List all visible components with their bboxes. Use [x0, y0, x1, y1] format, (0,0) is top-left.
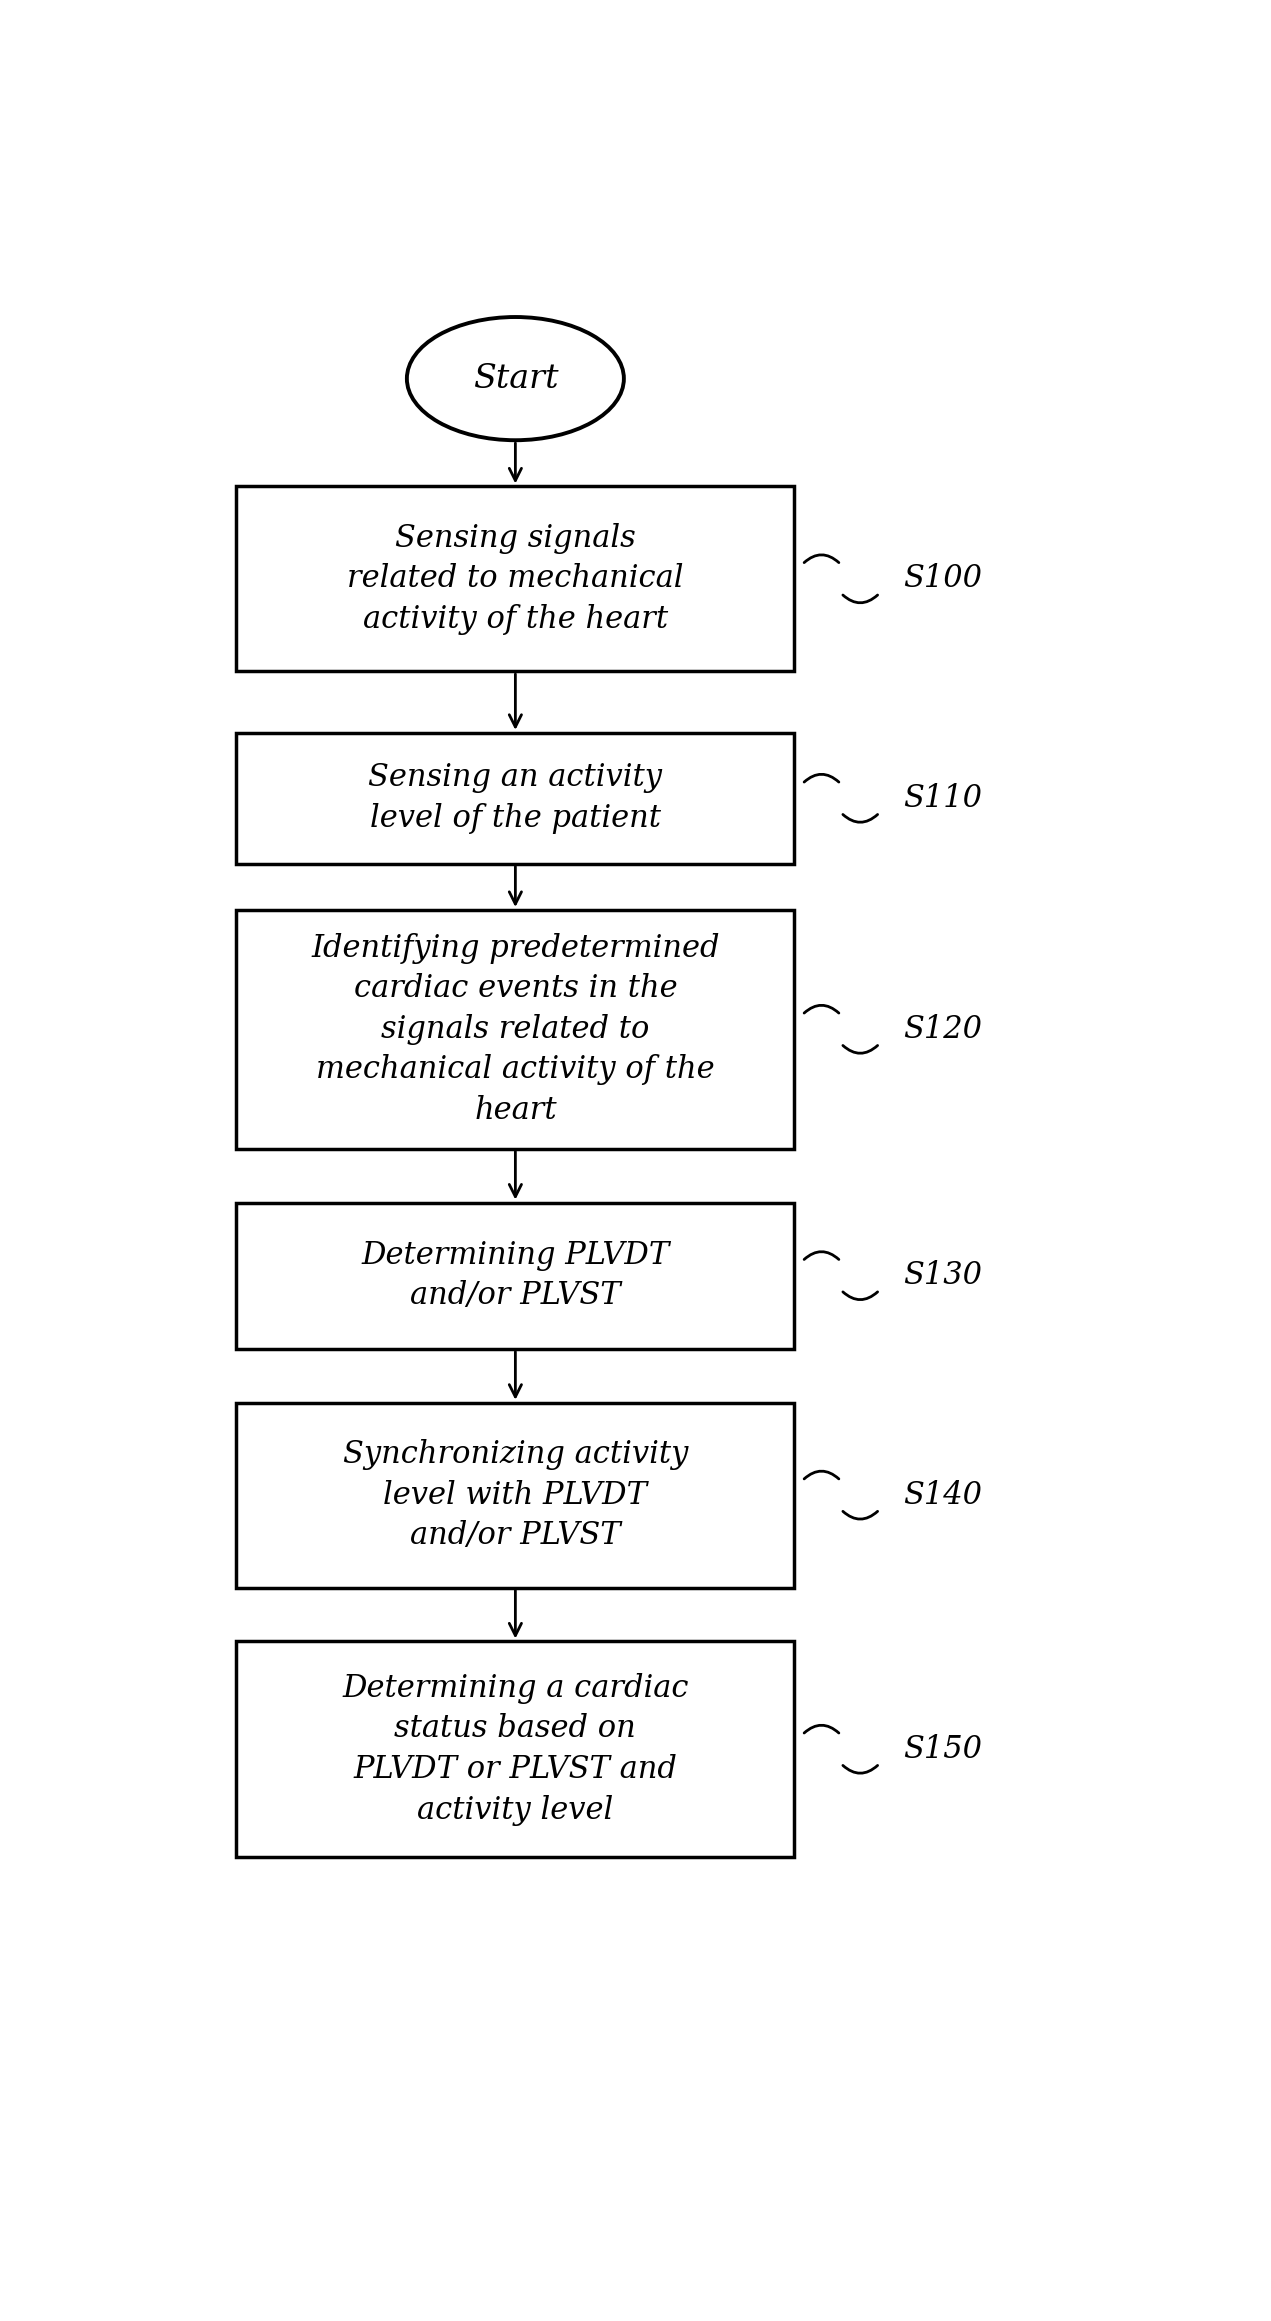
- Bar: [236, 1402, 794, 1588]
- Text: S110: S110: [902, 782, 982, 815]
- Text: S150: S150: [902, 1734, 982, 1764]
- Text: Synchronizing activity
level with PLVDT
and/or PLVST: Synchronizing activity level with PLVDT …: [343, 1439, 688, 1550]
- Bar: [236, 910, 794, 1149]
- Bar: [236, 733, 794, 863]
- Text: Identifying predetermined
cardiac events in the
signals related to
mechanical ac: Identifying predetermined cardiac events…: [311, 933, 719, 1126]
- Text: S140: S140: [902, 1478, 982, 1511]
- Bar: [236, 1641, 794, 1857]
- Text: Start: Start: [473, 362, 558, 395]
- Text: S120: S120: [902, 1014, 982, 1044]
- Text: Sensing signals
related to mechanical
activity of the heart: Sensing signals related to mechanical ac…: [347, 522, 684, 636]
- Text: S130: S130: [902, 1260, 982, 1290]
- Text: Determining PLVDT
and/or PLVST: Determining PLVDT and/or PLVST: [361, 1239, 670, 1311]
- Text: S100: S100: [902, 564, 982, 594]
- Bar: [236, 487, 794, 671]
- Text: Determining a cardiac
status based on
PLVDT or PLVST and
activity level: Determining a cardiac status based on PL…: [342, 1673, 689, 1827]
- Bar: [236, 1202, 794, 1349]
- Text: Sensing an activity
level of the patient: Sensing an activity level of the patient: [369, 764, 662, 833]
